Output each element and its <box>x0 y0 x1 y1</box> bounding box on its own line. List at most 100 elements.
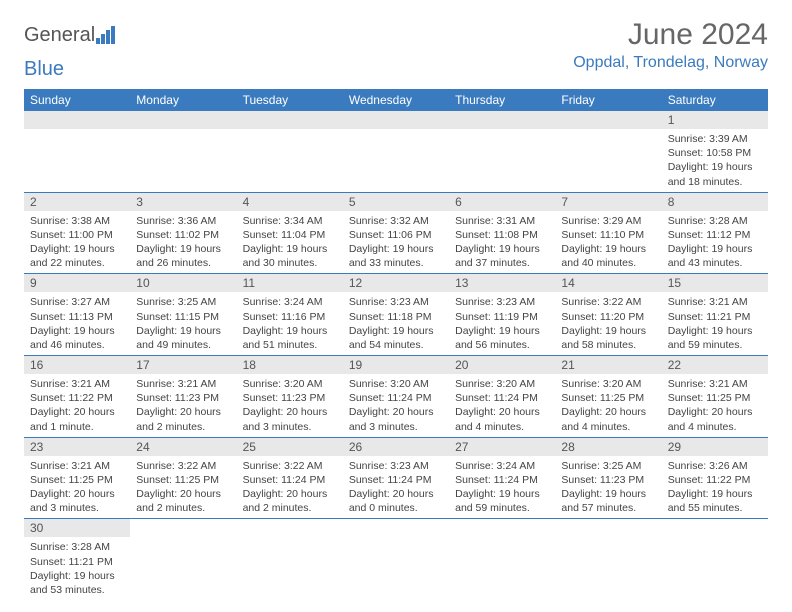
day-sunset: Sunset: 11:10 PM <box>561 228 655 242</box>
calendar-cell: 11Sunrise: 3:24 AMSunset: 11:16 PMDaylig… <box>237 274 343 356</box>
day-sunset: Sunset: 11:24 PM <box>243 473 337 487</box>
day-sunset: Sunset: 11:02 PM <box>136 228 230 242</box>
day-daylight2: and 3 minutes. <box>349 420 443 434</box>
day-body: Sunrise: 3:20 AMSunset: 11:24 PMDaylight… <box>343 374 449 437</box>
calendar-cell: 10Sunrise: 3:25 AMSunset: 11:15 PMDaylig… <box>130 274 236 356</box>
calendar-cell: 16Sunrise: 3:21 AMSunset: 11:22 PMDaylig… <box>24 356 130 438</box>
day-daylight2: and 1 minute. <box>30 420 124 434</box>
day-number: 17 <box>130 356 236 374</box>
empty-daynum <box>449 111 555 129</box>
calendar-row: 16Sunrise: 3:21 AMSunset: 11:22 PMDaylig… <box>24 356 768 438</box>
day-daylight1: Daylight: 20 hours <box>349 405 443 419</box>
day-sunset: Sunset: 11:21 PM <box>30 555 124 569</box>
weekday-header: Tuesday <box>237 89 343 111</box>
title-block: June 2024 Oppdal, Trondelag, Norway <box>573 18 768 72</box>
calendar-cell: 7Sunrise: 3:29 AMSunset: 11:10 PMDayligh… <box>555 192 661 274</box>
calendar-cell: 19Sunrise: 3:20 AMSunset: 11:24 PMDaylig… <box>343 356 449 438</box>
day-number: 22 <box>662 356 768 374</box>
day-daylight2: and 2 minutes. <box>136 501 230 515</box>
day-number: 15 <box>662 274 768 292</box>
calendar-cell <box>449 519 555 600</box>
day-sunrise: Sunrise: 3:24 AM <box>243 295 337 309</box>
calendar-cell <box>237 519 343 600</box>
day-sunrise: Sunrise: 3:38 AM <box>30 214 124 228</box>
day-body: Sunrise: 3:22 AMSunset: 11:24 PMDaylight… <box>237 456 343 519</box>
day-daylight2: and 22 minutes. <box>30 256 124 270</box>
day-sunset: Sunset: 11:24 PM <box>349 391 443 405</box>
calendar-cell <box>555 519 661 600</box>
calendar-cell: 23Sunrise: 3:21 AMSunset: 11:25 PMDaylig… <box>24 437 130 519</box>
day-sunrise: Sunrise: 3:20 AM <box>561 377 655 391</box>
day-daylight2: and 4 minutes. <box>455 420 549 434</box>
day-daylight2: and 37 minutes. <box>455 256 549 270</box>
day-daylight1: Daylight: 19 hours <box>136 242 230 256</box>
day-sunrise: Sunrise: 3:21 AM <box>136 377 230 391</box>
day-sunrise: Sunrise: 3:32 AM <box>349 214 443 228</box>
day-daylight1: Daylight: 20 hours <box>668 405 762 419</box>
day-daylight1: Daylight: 19 hours <box>561 324 655 338</box>
day-daylight1: Daylight: 19 hours <box>668 160 762 174</box>
calendar-cell: 21Sunrise: 3:20 AMSunset: 11:25 PMDaylig… <box>555 356 661 438</box>
day-daylight2: and 56 minutes. <box>455 338 549 352</box>
day-body: Sunrise: 3:20 AMSunset: 11:24 PMDaylight… <box>449 374 555 437</box>
calendar-cell: 8Sunrise: 3:28 AMSunset: 11:12 PMDayligh… <box>662 192 768 274</box>
day-sunrise: Sunrise: 3:20 AM <box>455 377 549 391</box>
day-daylight2: and 26 minutes. <box>136 256 230 270</box>
day-sunrise: Sunrise: 3:36 AM <box>136 214 230 228</box>
calendar-cell: 29Sunrise: 3:26 AMSunset: 11:22 PMDaylig… <box>662 437 768 519</box>
calendar-cell: 22Sunrise: 3:21 AMSunset: 11:25 PMDaylig… <box>662 356 768 438</box>
day-sunset: Sunset: 11:15 PM <box>136 310 230 324</box>
day-sunset: Sunset: 11:25 PM <box>561 391 655 405</box>
day-sunrise: Sunrise: 3:21 AM <box>30 377 124 391</box>
day-body: Sunrise: 3:29 AMSunset: 11:10 PMDaylight… <box>555 211 661 274</box>
day-daylight2: and 33 minutes. <box>349 256 443 270</box>
calendar-cell: 6Sunrise: 3:31 AMSunset: 11:08 PMDayligh… <box>449 192 555 274</box>
day-number: 8 <box>662 193 768 211</box>
day-sunset: Sunset: 11:20 PM <box>561 310 655 324</box>
day-sunrise: Sunrise: 3:21 AM <box>668 377 762 391</box>
day-body: Sunrise: 3:23 AMSunset: 11:18 PMDaylight… <box>343 292 449 355</box>
empty-daynum <box>130 111 236 129</box>
weekday-header: Wednesday <box>343 89 449 111</box>
logo: General <box>24 24 115 47</box>
day-number: 20 <box>449 356 555 374</box>
day-sunrise: Sunrise: 3:25 AM <box>136 295 230 309</box>
day-sunrise: Sunrise: 3:25 AM <box>561 459 655 473</box>
day-number: 12 <box>343 274 449 292</box>
empty-daynum <box>237 111 343 129</box>
calendar-cell: 12Sunrise: 3:23 AMSunset: 11:18 PMDaylig… <box>343 274 449 356</box>
calendar-cell: 2Sunrise: 3:38 AMSunset: 11:00 PMDayligh… <box>24 192 130 274</box>
day-number: 19 <box>343 356 449 374</box>
calendar-cell: 28Sunrise: 3:25 AMSunset: 11:23 PMDaylig… <box>555 437 661 519</box>
day-daylight2: and 4 minutes. <box>561 420 655 434</box>
logo-bars-icon <box>96 26 115 44</box>
calendar-cell <box>555 111 661 192</box>
day-daylight2: and 4 minutes. <box>668 420 762 434</box>
calendar-cell: 13Sunrise: 3:23 AMSunset: 11:19 PMDaylig… <box>449 274 555 356</box>
day-sunrise: Sunrise: 3:34 AM <box>243 214 337 228</box>
day-number: 21 <box>555 356 661 374</box>
day-sunset: Sunset: 11:24 PM <box>455 391 549 405</box>
day-sunrise: Sunrise: 3:22 AM <box>136 459 230 473</box>
logo-text-1: General <box>24 24 95 47</box>
day-number: 11 <box>237 274 343 292</box>
day-daylight1: Daylight: 20 hours <box>136 405 230 419</box>
day-number: 29 <box>662 438 768 456</box>
day-number: 13 <box>449 274 555 292</box>
day-body: Sunrise: 3:25 AMSunset: 11:23 PMDaylight… <box>555 456 661 519</box>
calendar-cell: 26Sunrise: 3:23 AMSunset: 11:24 PMDaylig… <box>343 437 449 519</box>
day-daylight2: and 54 minutes. <box>349 338 443 352</box>
day-sunset: Sunset: 11:18 PM <box>349 310 443 324</box>
weekday-header: Sunday <box>24 89 130 111</box>
day-body: Sunrise: 3:22 AMSunset: 11:25 PMDaylight… <box>130 456 236 519</box>
calendar-cell <box>237 111 343 192</box>
weekday-header-row: Sunday Monday Tuesday Wednesday Thursday… <box>24 89 768 111</box>
day-sunrise: Sunrise: 3:29 AM <box>561 214 655 228</box>
day-number: 24 <box>130 438 236 456</box>
calendar-cell <box>449 111 555 192</box>
day-sunrise: Sunrise: 3:22 AM <box>561 295 655 309</box>
day-sunrise: Sunrise: 3:31 AM <box>455 214 549 228</box>
day-number: 30 <box>24 519 130 537</box>
day-sunset: Sunset: 11:08 PM <box>455 228 549 242</box>
day-sunset: Sunset: 11:23 PM <box>243 391 337 405</box>
